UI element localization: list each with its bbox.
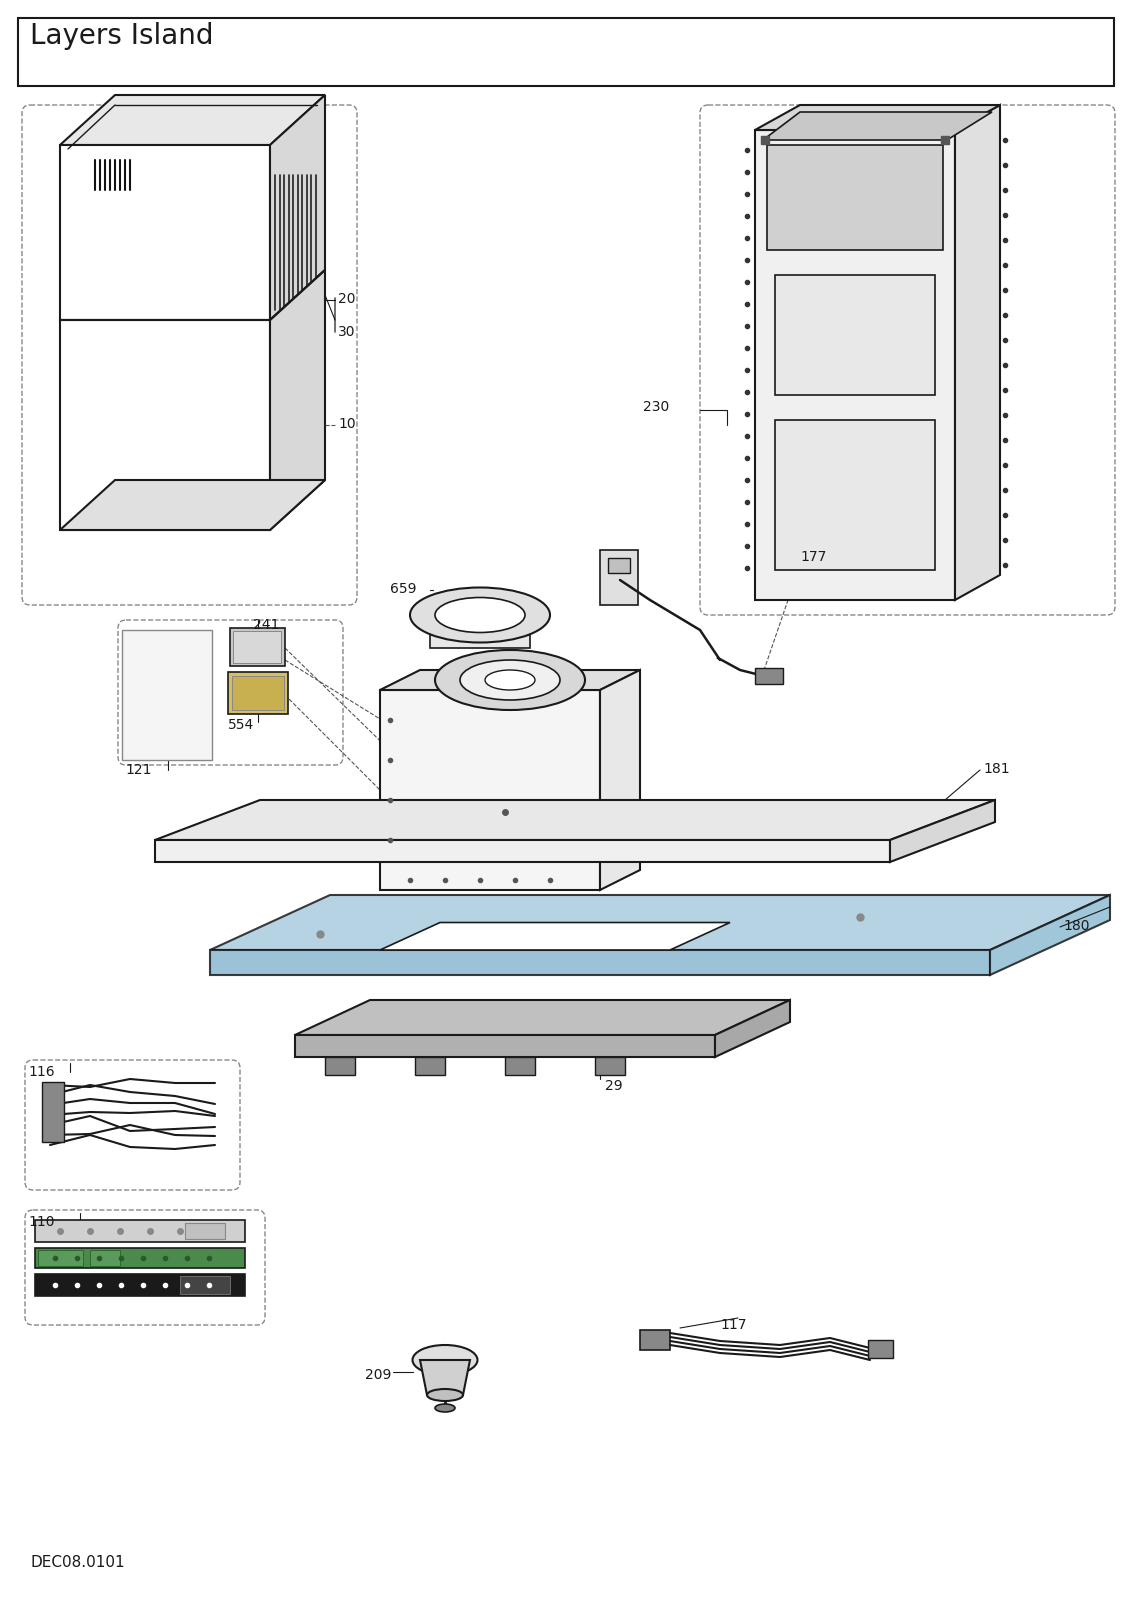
Polygon shape [295,1035,715,1058]
Ellipse shape [460,659,560,701]
Polygon shape [755,106,1000,130]
Text: 20: 20 [338,291,355,306]
Bar [415,1058,445,1075]
Bar [38,1250,83,1266]
Ellipse shape [435,597,525,632]
Text: DEC08.0101: DEC08.0101 [31,1555,125,1570]
Bar [505,1058,535,1075]
Bar [233,630,281,662]
Polygon shape [211,894,1110,950]
Polygon shape [755,130,955,600]
Text: 110: 110 [28,1214,54,1229]
Bar [232,675,284,710]
Polygon shape [271,94,325,320]
Bar [35,1274,245,1296]
Text: Layers Island: Layers Island [31,22,214,50]
Polygon shape [380,670,640,690]
Bar [228,672,288,714]
Text: 209: 209 [365,1368,392,1382]
Polygon shape [600,670,640,890]
Bar [600,550,638,605]
Polygon shape [155,800,995,840]
Bar [608,558,631,573]
Bar [595,1058,625,1075]
Polygon shape [767,146,943,250]
Bar [91,1250,120,1266]
Text: 121: 121 [125,763,152,778]
Text: 30: 30 [338,325,355,339]
Text: 116: 116 [28,1066,54,1078]
Ellipse shape [427,1389,463,1402]
Polygon shape [380,923,730,950]
Polygon shape [271,270,325,530]
Polygon shape [380,690,600,890]
Text: 554: 554 [228,718,255,733]
Polygon shape [715,1000,790,1058]
Text: 230: 230 [643,400,669,414]
Polygon shape [420,1360,470,1395]
Text: 659: 659 [391,582,417,595]
Text: 117: 117 [720,1318,746,1331]
Bar [18,18,1114,86]
Text: 180: 180 [1063,918,1089,933]
Bar [755,669,783,685]
Polygon shape [60,146,271,320]
Bar [122,630,212,760]
Polygon shape [990,894,1110,974]
Polygon shape [890,800,995,862]
Polygon shape [430,635,530,648]
Polygon shape [211,950,991,974]
Bar [180,1277,230,1294]
Polygon shape [155,840,890,862]
Polygon shape [60,94,325,146]
Bar [775,275,935,395]
Text: 29: 29 [604,1078,623,1093]
Polygon shape [763,112,992,141]
Text: 10: 10 [338,418,355,430]
Ellipse shape [484,670,535,690]
Ellipse shape [435,650,585,710]
Text: 241: 241 [252,618,280,632]
Bar [230,627,285,666]
Bar [42,1082,65,1142]
Bar [775,419,935,570]
Ellipse shape [410,587,550,643]
Ellipse shape [412,1346,478,1374]
Polygon shape [955,106,1000,600]
Bar [640,1330,670,1350]
Text: 177: 177 [800,550,826,565]
Bar [35,1248,245,1267]
Text: 181: 181 [983,762,1010,776]
Bar [868,1341,893,1358]
Polygon shape [60,320,271,530]
Polygon shape [60,480,325,530]
Bar [325,1058,355,1075]
Bar [185,1222,225,1238]
Ellipse shape [435,1405,455,1411]
Bar [35,1219,245,1242]
Polygon shape [295,1000,790,1035]
